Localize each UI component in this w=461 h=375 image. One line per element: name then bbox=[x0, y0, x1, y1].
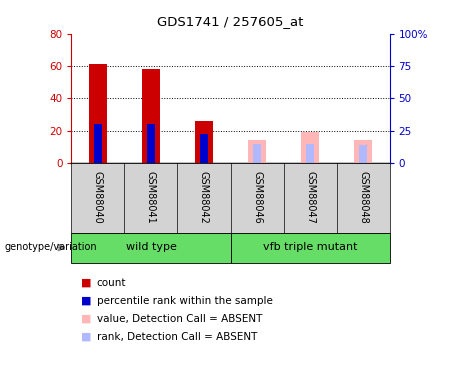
Text: vfb triple mutant: vfb triple mutant bbox=[263, 243, 357, 252]
Bar bbox=[354, 141, 372, 163]
Bar bbox=[94, 123, 102, 163]
Bar bbox=[200, 134, 208, 163]
Text: GSM88047: GSM88047 bbox=[305, 171, 315, 224]
Text: GSM88046: GSM88046 bbox=[252, 171, 262, 224]
Text: GSM88048: GSM88048 bbox=[358, 171, 368, 224]
Text: percentile rank within the sample: percentile rank within the sample bbox=[97, 296, 273, 306]
Bar bbox=[142, 69, 160, 163]
Bar bbox=[230, 232, 390, 262]
Text: count: count bbox=[97, 278, 126, 288]
Text: GSM88041: GSM88041 bbox=[146, 171, 156, 224]
Bar bbox=[301, 132, 319, 163]
Bar bbox=[248, 141, 266, 163]
Text: ■: ■ bbox=[81, 332, 91, 342]
Text: wild type: wild type bbox=[125, 243, 177, 252]
Bar bbox=[253, 144, 261, 163]
Bar bbox=[195, 121, 213, 163]
Bar bbox=[147, 124, 155, 163]
Text: genotype/variation: genotype/variation bbox=[5, 243, 97, 252]
Bar bbox=[71, 232, 230, 262]
Text: rank, Detection Call = ABSENT: rank, Detection Call = ABSENT bbox=[97, 332, 257, 342]
Text: ■: ■ bbox=[81, 278, 91, 288]
Text: GSM88042: GSM88042 bbox=[199, 171, 209, 224]
Bar bbox=[359, 146, 367, 163]
Text: GSM88040: GSM88040 bbox=[93, 171, 103, 224]
Bar bbox=[306, 144, 314, 163]
Text: GDS1741 / 257605_at: GDS1741 / 257605_at bbox=[157, 15, 304, 28]
Bar bbox=[89, 64, 107, 163]
Text: ■: ■ bbox=[81, 296, 91, 306]
Text: ■: ■ bbox=[81, 314, 91, 324]
Text: value, Detection Call = ABSENT: value, Detection Call = ABSENT bbox=[97, 314, 262, 324]
